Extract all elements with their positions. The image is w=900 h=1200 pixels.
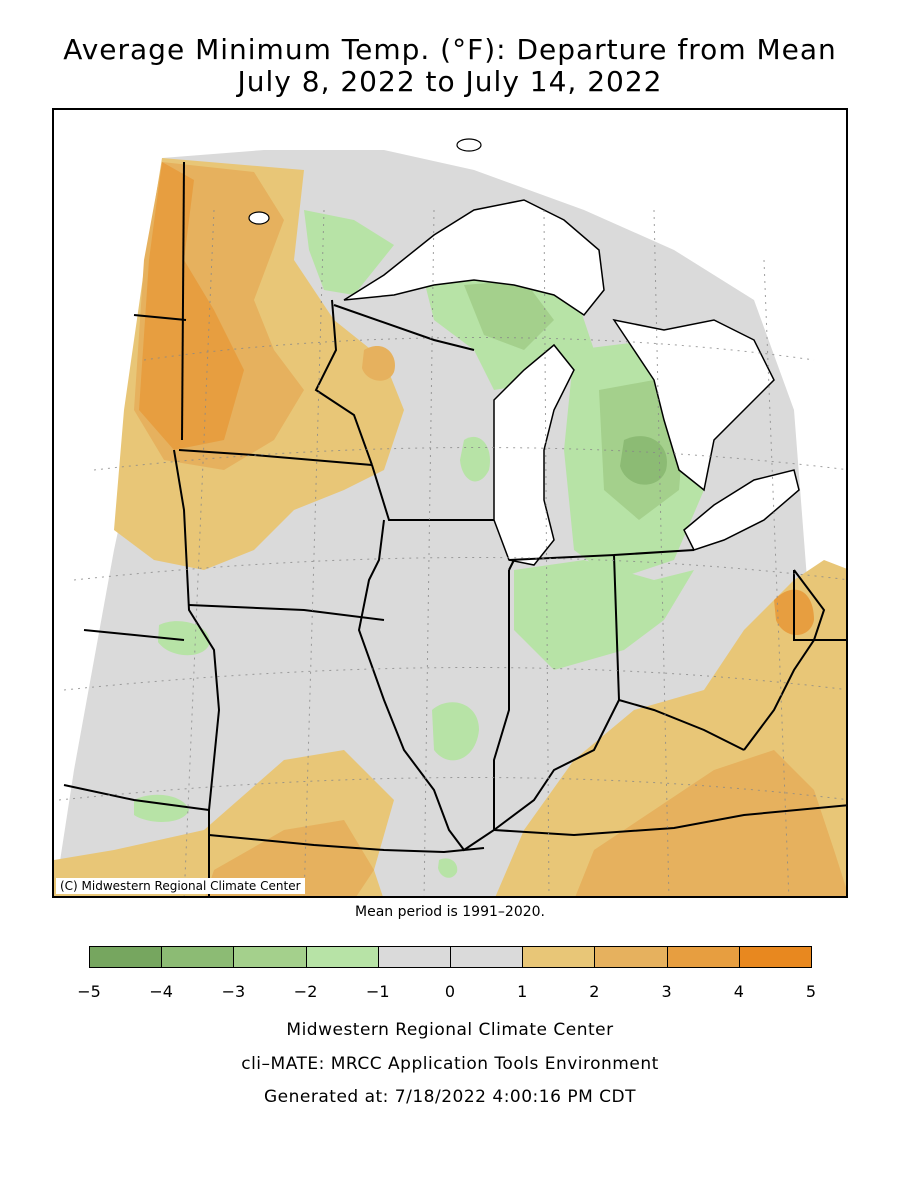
lake-erie xyxy=(683,469,800,551)
mean-period-note: Mean period is 1991–2020. xyxy=(355,904,545,920)
green-area-ne-mn xyxy=(304,210,394,295)
green-area-nebraska xyxy=(158,621,210,656)
legend-tick-label: 1 xyxy=(517,982,528,1001)
map-title: Average Minimum Temp. (°F): Departure fr… xyxy=(63,33,837,66)
green-area-indiana-ohio xyxy=(514,560,694,670)
legend-swatch xyxy=(233,946,307,968)
credit-organization: Midwestern Regional Climate Center xyxy=(286,1020,614,1040)
departure-map xyxy=(54,138,846,896)
legend-swatch xyxy=(89,946,163,968)
green-area-mo-spot xyxy=(438,858,458,878)
green-area-upper-mi-mid xyxy=(464,280,554,350)
legend-swatch xyxy=(522,946,596,968)
map-copyright: (C) Midwestern Regional Climate Center xyxy=(56,878,305,894)
green-area-illinois xyxy=(432,702,479,761)
legend-swatch xyxy=(161,946,235,968)
legend-swatch xyxy=(450,946,524,968)
orange-area-south-mid xyxy=(205,820,374,896)
legend-tick-label: −5 xyxy=(77,982,101,1001)
lake-superior xyxy=(343,199,605,317)
legend-tick-label: 3 xyxy=(661,982,672,1001)
credit-tool: cli–MATE: MRCC Application Tools Environ… xyxy=(241,1054,659,1074)
color-legend xyxy=(89,946,812,970)
legend-swatch xyxy=(594,946,668,968)
legend-tick-label: 4 xyxy=(733,982,744,1001)
map-date-range: July 8, 2022 to July 14, 2022 xyxy=(237,65,663,98)
legend-tick-label: 5 xyxy=(805,982,817,1001)
legend-swatch xyxy=(377,946,451,968)
map-panel: (C) Midwestern Regional Climate Center xyxy=(52,108,848,898)
orange-area-mn-spot xyxy=(362,345,395,381)
legend-tick-label: −3 xyxy=(221,982,246,1001)
legend-swatch xyxy=(666,946,740,968)
legend-tick-label: −2 xyxy=(293,982,318,1001)
orange-area-dakotas-dark xyxy=(139,162,244,450)
lake-huron xyxy=(612,318,775,492)
green-area-lower-mi-dark xyxy=(620,436,667,485)
orange-area-kentucky-mid xyxy=(575,750,846,896)
state-boundaries xyxy=(63,161,846,896)
legend-swatch xyxy=(305,946,379,968)
legend-tick-label: 2 xyxy=(589,982,600,1001)
graticule xyxy=(58,209,846,896)
legend-tick-label: −4 xyxy=(149,982,173,1001)
legend-tick-label: −1 xyxy=(366,982,390,1001)
green-area-wisconsin xyxy=(460,436,490,482)
credit-generated-at: Generated at: 7/18/2022 4:00:16 PM CDT xyxy=(264,1087,636,1107)
island-lake-winnipeg xyxy=(248,211,270,225)
island-isle-royale xyxy=(456,138,482,152)
legend-tick-label: 0 xyxy=(444,982,456,1001)
legend-swatch xyxy=(738,946,812,968)
